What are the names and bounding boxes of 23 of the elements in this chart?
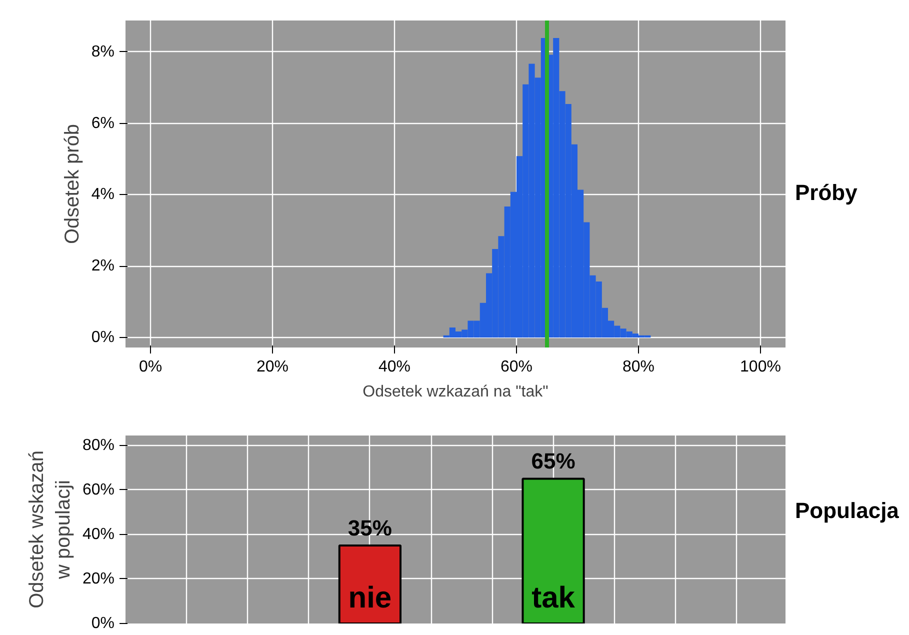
x-tick-label: 20% xyxy=(256,358,289,376)
text: Populacja xyxy=(795,498,899,523)
x-axis-title: Odsetek wzkazań na "tak" xyxy=(362,384,548,400)
y-tick-label: 40% xyxy=(82,526,115,543)
x-tick-label: 0% xyxy=(138,358,162,376)
x-tick-label: tak xyxy=(532,581,576,614)
y-tick-label: 0% xyxy=(91,329,114,346)
y-axis-title: Odsetek prób xyxy=(61,124,84,244)
text: Próby xyxy=(795,180,858,205)
y-axis-title: Odsetek wskazań w populacji xyxy=(26,450,74,608)
y-tick-label: 2% xyxy=(91,258,114,275)
y-tick-label: 60% xyxy=(82,481,115,498)
x-tick-label: nie xyxy=(348,581,392,614)
y-tick-label: 6% xyxy=(91,114,114,132)
y-tick-label: 80% xyxy=(82,436,115,454)
x-tick-label: 40% xyxy=(378,358,411,376)
y-tick-label: 0% xyxy=(91,615,114,632)
x-tick-label: 60% xyxy=(500,358,533,376)
y-tick-label: 20% xyxy=(82,570,115,588)
y-tick-label: 8% xyxy=(91,43,114,60)
y-tick-label: 4% xyxy=(91,186,114,204)
x-tick-label: 80% xyxy=(622,358,655,376)
x-tick-label: 100% xyxy=(740,358,781,376)
